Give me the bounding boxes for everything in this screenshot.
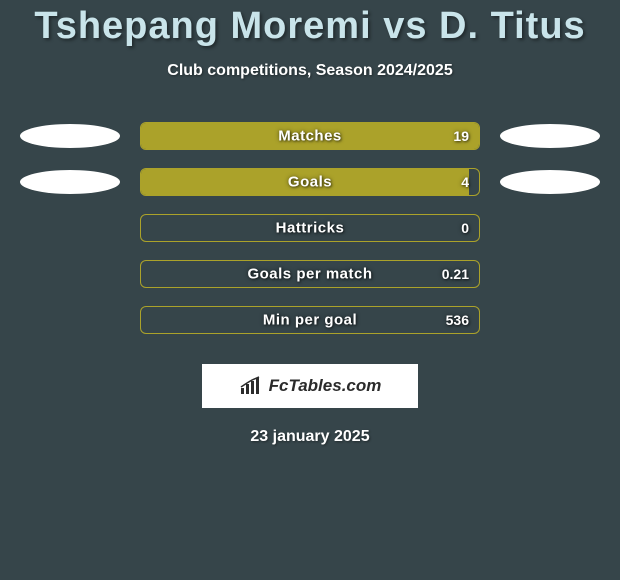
stat-value: 4 xyxy=(461,174,469,190)
logo-text: FcTables.com xyxy=(269,376,382,396)
stat-bar: Goals 4 xyxy=(140,168,480,196)
stat-row: Goals per match 0.21 xyxy=(0,260,620,288)
stat-row: Min per goal 536 xyxy=(0,306,620,334)
stat-bar: Matches 19 xyxy=(140,122,480,150)
stat-label: Matches xyxy=(141,127,479,144)
stat-value: 19 xyxy=(453,128,469,144)
stat-bar: Hattricks 0 xyxy=(140,214,480,242)
page-title: Tshepang Moremi vs D. Titus xyxy=(0,0,620,48)
stat-value: 536 xyxy=(446,312,469,328)
chart-icon xyxy=(239,376,263,396)
stat-bar: Min per goal 536 xyxy=(140,306,480,334)
stat-bar: Goals per match 0.21 xyxy=(140,260,480,288)
stat-row: Hattricks 0 xyxy=(0,214,620,242)
right-ellipse xyxy=(500,170,600,194)
stat-row: Matches 19 xyxy=(0,122,620,150)
subtitle: Club competitions, Season 2024/2025 xyxy=(0,62,620,80)
stat-label: Goals xyxy=(141,173,479,190)
stat-value: 0.21 xyxy=(442,266,469,282)
stat-value: 0 xyxy=(461,220,469,236)
left-ellipse xyxy=(20,170,120,194)
date-label: 23 january 2025 xyxy=(0,428,620,446)
right-ellipse xyxy=(500,124,600,148)
stat-row: Goals 4 xyxy=(0,168,620,196)
stat-label: Min per goal xyxy=(141,311,479,328)
stats-container: Matches 19 Goals 4 Hattricks 0 Goals per… xyxy=(0,122,620,334)
stat-label: Goals per match xyxy=(141,265,479,282)
logo-box: FcTables.com xyxy=(202,364,418,408)
stat-label: Hattricks xyxy=(141,219,479,236)
left-ellipse xyxy=(20,124,120,148)
